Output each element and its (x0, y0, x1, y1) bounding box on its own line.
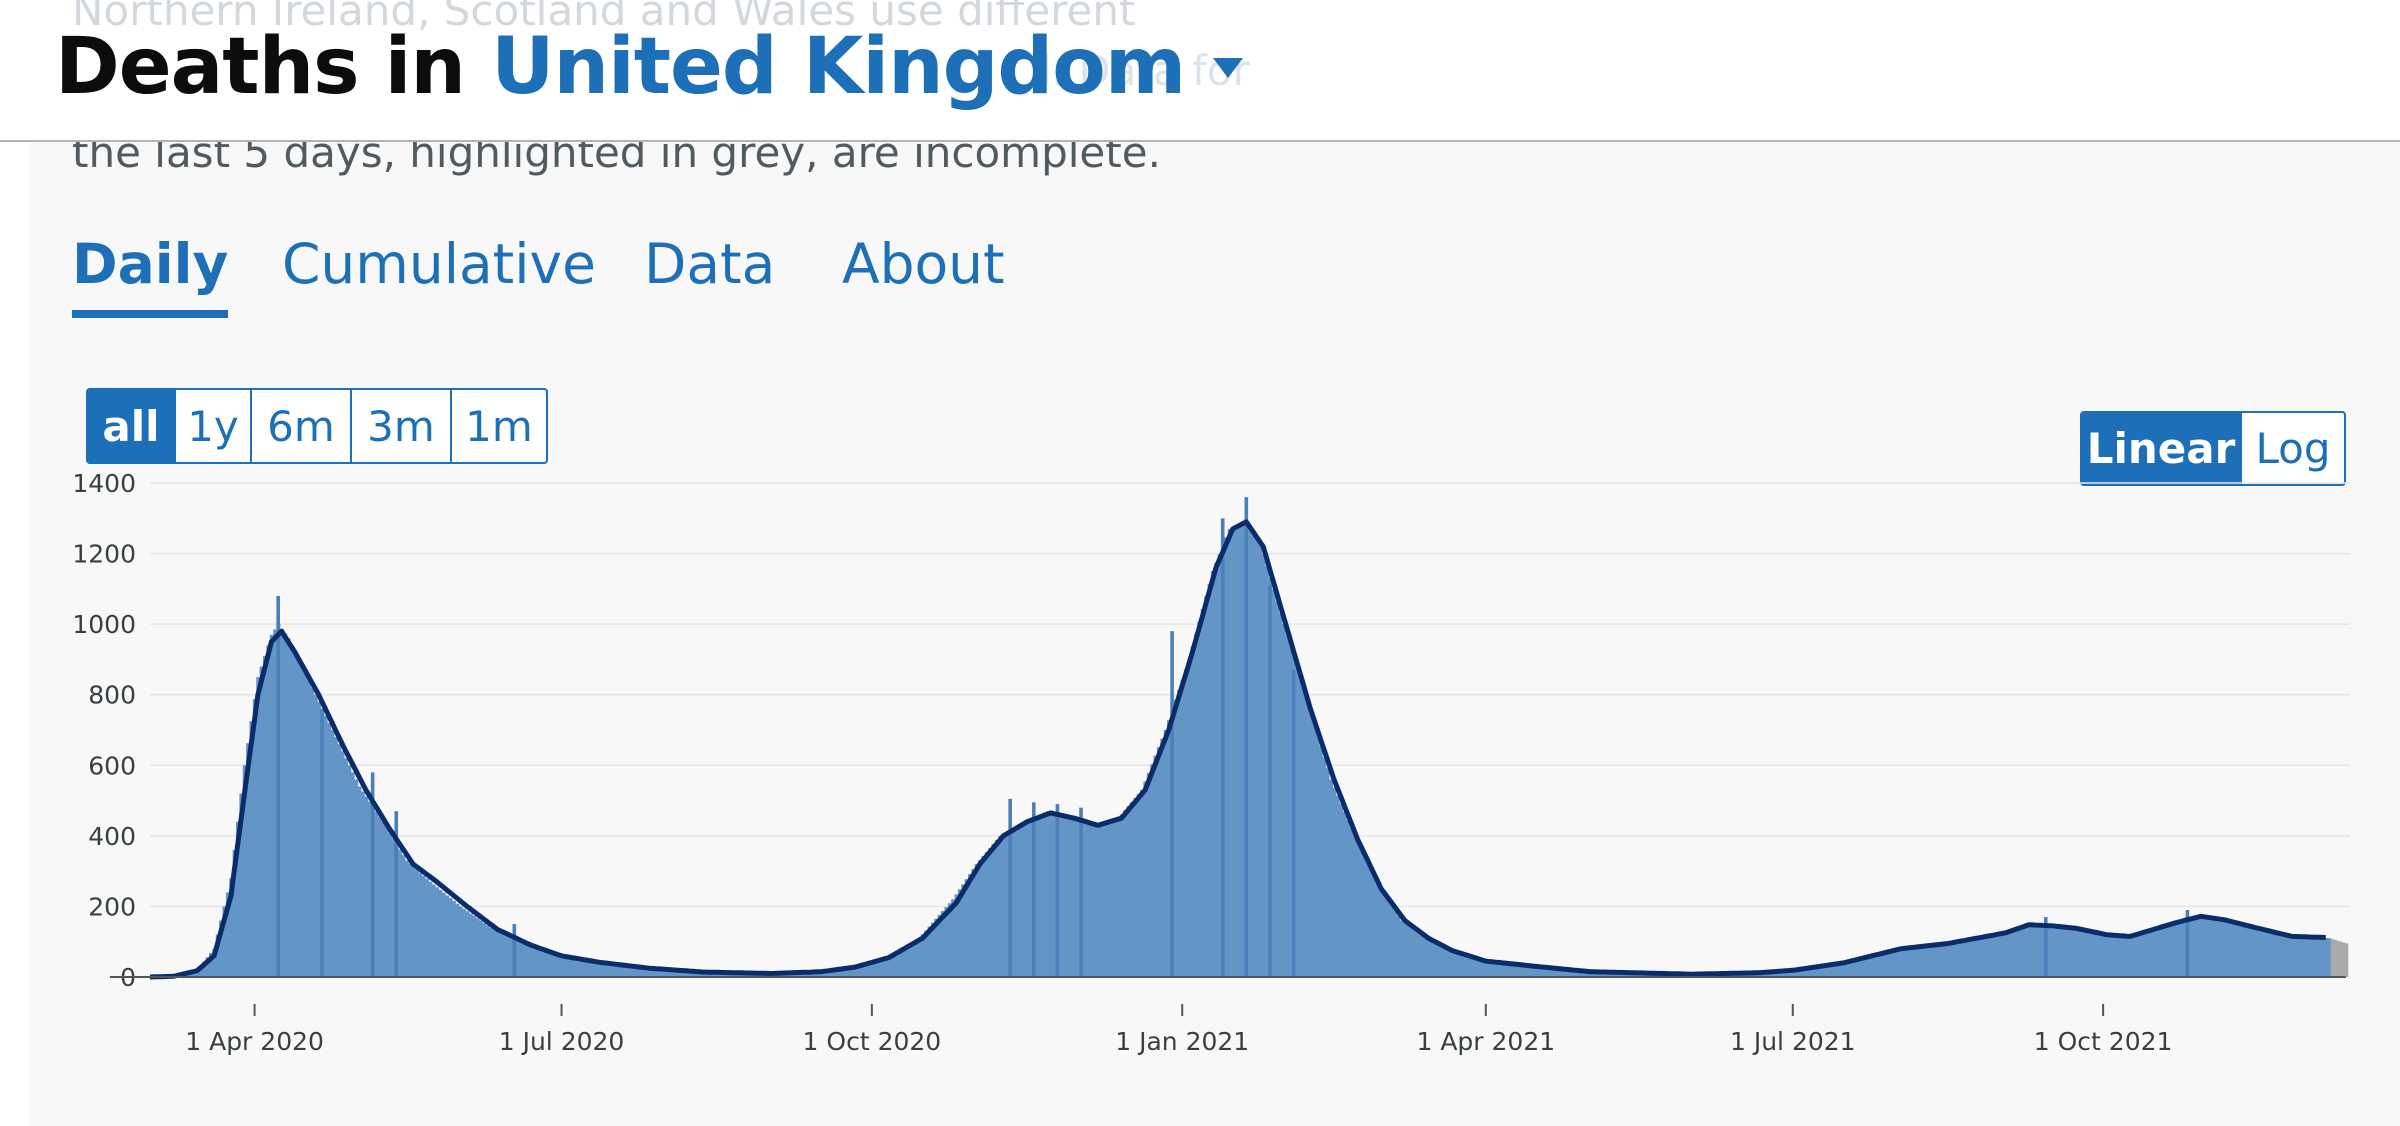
y-tick-label: 200 (88, 892, 136, 921)
incomplete-bar (2344, 943, 2348, 977)
x-tick-label: 1 Jul 2020 (499, 1027, 625, 1056)
x-tick-label: 1 Oct 2021 (2034, 1027, 2173, 1056)
y-tick-label: 1200 (72, 540, 136, 569)
x-tick-label: 1 Apr 2021 (1416, 1027, 1555, 1056)
y-tick-label: 600 (88, 751, 136, 780)
x-tick-label: 1 Jul 2021 (1730, 1027, 1856, 1056)
daily-bar-spike (1008, 799, 1012, 977)
page-header: Northern Ireland, Scotland and Wales use… (0, 0, 2400, 142)
daily-bar-spike (1292, 670, 1296, 977)
daily-bar-spike (276, 596, 280, 977)
y-tick-label: 1000 (72, 610, 136, 639)
caret-down-icon[interactable] (1213, 58, 1243, 78)
x-tick-label: 1 Apr 2020 (185, 1027, 324, 1056)
y-tick-label: 800 (88, 681, 136, 710)
daily-bar-spike (1079, 808, 1083, 977)
daily-bar-spike (1056, 804, 1060, 977)
daily-bar-spike (1221, 518, 1225, 977)
area-name: United Kingdom (491, 22, 1185, 112)
x-tick-label: 1 Oct 2020 (803, 1027, 942, 1056)
area-selector[interactable]: United Kingdom (491, 22, 1243, 112)
x-tick-label: 1 Jan 2021 (1115, 1027, 1249, 1056)
daily-bar-spike (1245, 497, 1249, 977)
title-prefix: Deaths in (55, 22, 465, 112)
daily-bar-spike (1170, 631, 1174, 977)
daily-bar-spike (320, 709, 324, 977)
page-title: Deaths in United Kingdom (55, 22, 1243, 112)
daily-bar-spike (1032, 802, 1036, 977)
y-tick-label: 1400 (72, 469, 136, 498)
daily-bar-spike (1268, 585, 1272, 977)
y-tick-label: 400 (88, 822, 136, 851)
daily-bar-spike (513, 924, 517, 977)
